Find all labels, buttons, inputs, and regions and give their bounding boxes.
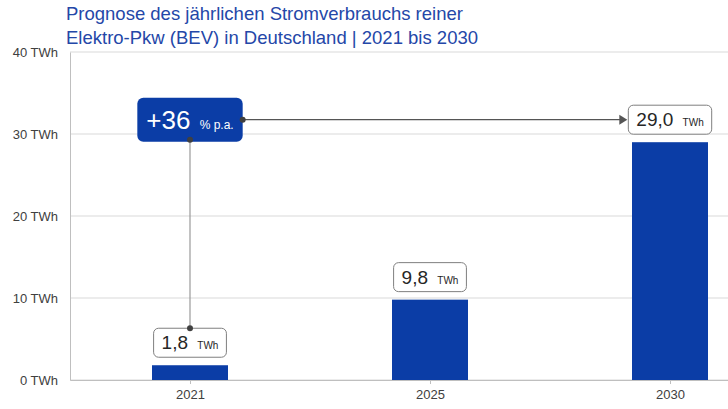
connector (189, 140, 190, 329)
y-tick: 20 TWh (13, 209, 70, 224)
title: Prognose des jährlichen Stromverbrauchs … (66, 3, 463, 24)
connector-dot (240, 117, 246, 123)
annotation-connectors (190, 120, 620, 329)
arrow-head (619, 115, 627, 125)
annotation-number: +36 (146, 105, 197, 135)
x-axis: 2021 2025 2030 (71, 380, 728, 402)
grid-line (70, 216, 728, 217)
data-label-box: 29,0 TWh (628, 105, 711, 134)
data-label: 1,8 TWh (162, 332, 219, 353)
data-label-number: 1,8 (162, 332, 194, 353)
bar (392, 300, 468, 380)
annotation: +36 % p.a. (137, 98, 627, 332)
x-tick-label: 2025 (416, 387, 445, 402)
annotation-box (137, 98, 242, 142)
data-label-box: 1,8 TWh (154, 328, 227, 357)
y-tick: 10 TWh (13, 291, 70, 306)
x-tick: 2030 (656, 380, 685, 402)
data-label: 29,0 TWh (636, 109, 703, 130)
data-label-unit: TWh (437, 275, 458, 286)
bar (632, 142, 708, 380)
x-tick-mark (190, 380, 191, 384)
connector (243, 119, 621, 120)
chart: Prognose des jährlichen Stromverbrauchs … (0, 0, 728, 409)
label-frame (628, 105, 711, 134)
label-frame (394, 263, 467, 292)
y-axis: 0 TWh 10 TWh 20 TWh 30 TWh 40 TWh (13, 45, 71, 388)
y-axis-line (70, 53, 71, 381)
annotation-unit: % p.a. (200, 118, 234, 132)
y-tick-label: 40 TWh (13, 45, 58, 60)
title: Elektro-Pkw (BEV) in Deutschland | 2021 … (66, 27, 478, 48)
label-frame (154, 328, 227, 357)
y-tick-label: 10 TWh (13, 291, 58, 306)
x-tick-label: 2021 (176, 387, 205, 402)
x-tick-mark (430, 380, 431, 384)
x-tick: 2025 (416, 380, 445, 402)
x-tick: 2021 (176, 380, 205, 402)
connector-dot (187, 325, 193, 331)
x-tick-label: 2030 (656, 387, 685, 402)
annotation-text: +36 % p.a. (146, 105, 233, 135)
grid-line (70, 52, 728, 53)
bar (152, 365, 228, 380)
x-tick-mark (670, 380, 671, 384)
data-labels: 1,8 TWh9,8 TWh29,0 TWh (154, 105, 712, 357)
y-tick-label: 20 TWh (13, 209, 58, 224)
grid-line (70, 298, 728, 299)
data-label-unit: TWh (683, 117, 704, 128)
bars (152, 142, 708, 380)
y-tick-label: 0 TWh (20, 373, 58, 388)
grid (70, 52, 728, 380)
data-label-number: 9,8 (402, 267, 434, 288)
data-label-box: 9,8 TWh (394, 263, 467, 292)
y-tick: 30 TWh (13, 127, 70, 142)
data-label: 9,8 TWh (402, 267, 459, 288)
y-tick: 0 TWh (20, 373, 70, 388)
data-label-number: 29,0 (636, 109, 678, 130)
y-tick-label: 30 TWh (13, 127, 58, 142)
y-tick: 40 TWh (13, 45, 70, 60)
data-label-unit: TWh (197, 340, 218, 351)
connector-dot (187, 137, 193, 143)
x-axis-line (71, 380, 728, 381)
